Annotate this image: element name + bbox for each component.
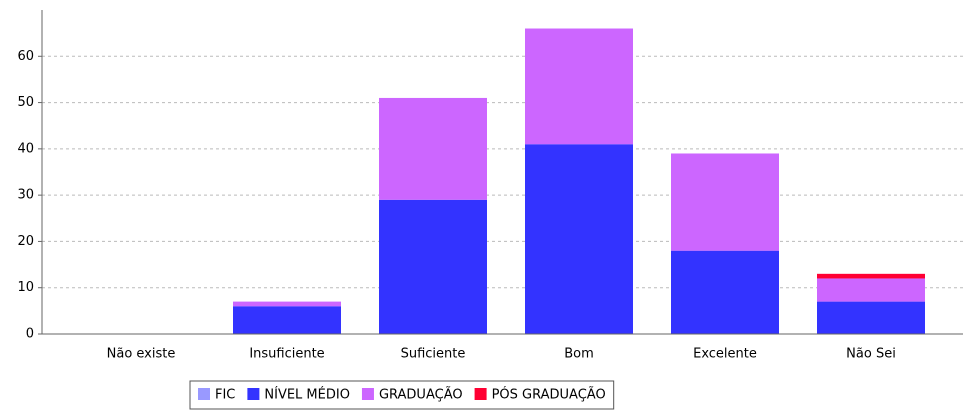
x-tick-label: Não Sei — [846, 347, 896, 362]
bar-segment — [671, 250, 779, 334]
bar-segment — [817, 301, 925, 334]
bar-segment — [671, 153, 779, 251]
legend-label: NÍVEL MÉDIO — [264, 387, 350, 403]
bar-segment — [525, 144, 633, 334]
legend-swatch — [361, 388, 374, 400]
y-tick-label: 20 — [17, 234, 34, 249]
legend-label: FIC — [215, 388, 235, 403]
y-tick-label: 10 — [17, 280, 34, 295]
y-tick-label: 30 — [17, 188, 34, 203]
legend-swatch — [198, 388, 210, 400]
legend-swatch — [474, 388, 487, 400]
y-tick-label: 60 — [17, 49, 34, 64]
legend-box — [189, 380, 615, 410]
bar-segment — [817, 273, 925, 279]
legend-swatch — [247, 388, 260, 400]
y-tick-label: 0 — [26, 327, 34, 342]
x-tick-label: Insuficiente — [249, 347, 324, 362]
x-tick-label: Bom — [564, 347, 594, 362]
bar-segment — [817, 278, 925, 302]
bar-segment — [379, 199, 487, 334]
legend-label: GRADUAÇÃO — [379, 387, 463, 403]
bar-segment — [525, 28, 633, 145]
bar-segment — [379, 97, 487, 200]
x-tick-label: Suficiente — [401, 347, 466, 362]
y-tick-label: 50 — [17, 95, 34, 110]
y-tick-label: 40 — [17, 141, 34, 156]
x-tick-label: Não existe — [107, 347, 176, 362]
bar-segment — [233, 301, 341, 307]
legend-label: PÓS GRADUAÇÃO — [492, 387, 606, 403]
x-tick-label: Excelente — [693, 347, 757, 362]
bar-segment — [233, 306, 341, 334]
